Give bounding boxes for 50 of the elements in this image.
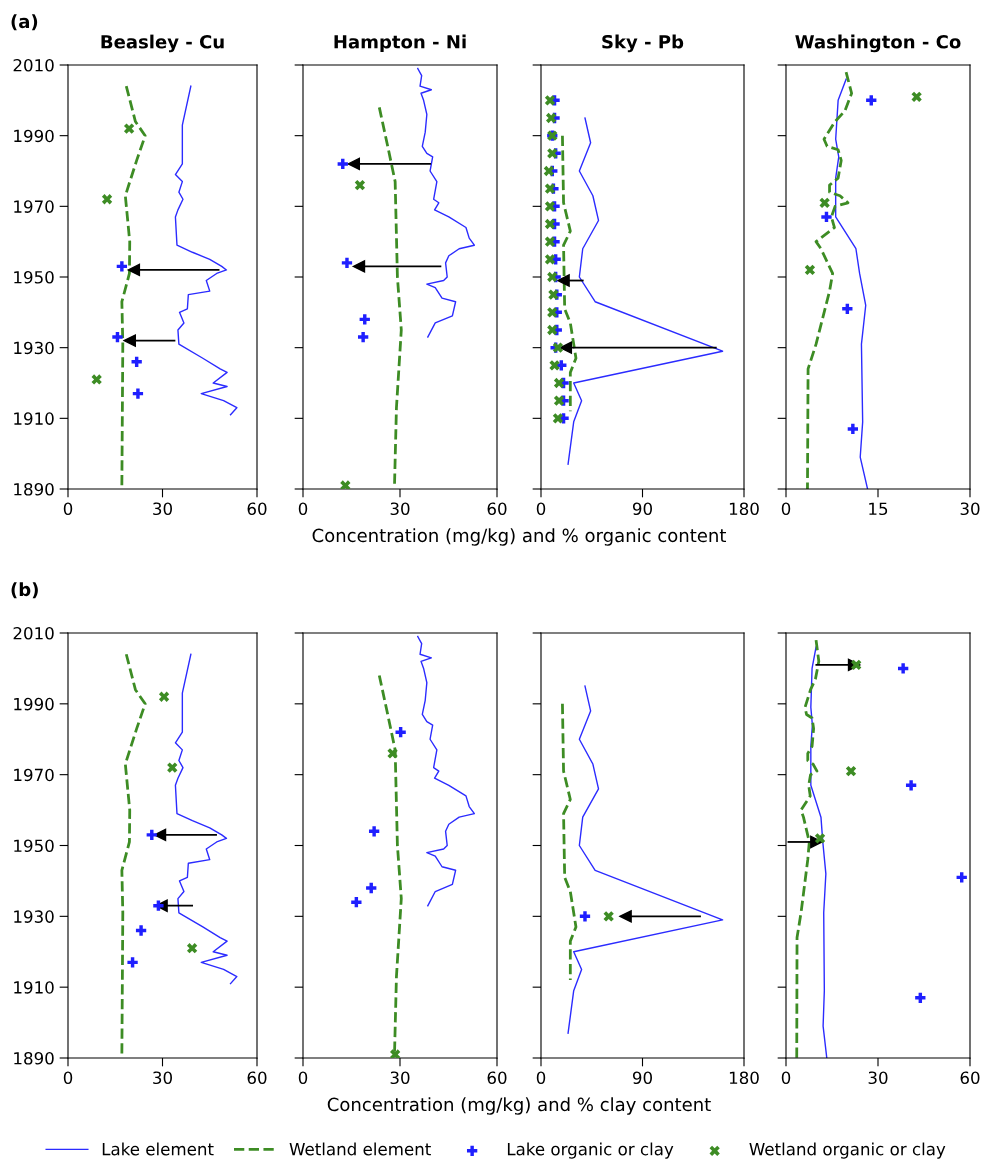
y-tick-label: 1910	[14, 412, 54, 425]
x-tick-label: 90	[632, 1071, 652, 1085]
x-tick-label: 30	[960, 502, 980, 516]
x-tick-label: 180	[729, 1071, 759, 1085]
chart-title: Sky - Pb	[602, 34, 684, 53]
y-tick-label: 1950	[14, 839, 54, 853]
x-tick-label: 0	[298, 502, 308, 516]
y-tick-label: 1930	[14, 910, 54, 923]
x-tick-label: 60	[247, 502, 267, 516]
chart-title: Washington - Co	[795, 34, 961, 53]
y-tick-label: 1890	[14, 482, 54, 496]
x-tick-label: 60	[487, 1071, 507, 1085]
chart-title: Hampton - Ni	[334, 34, 466, 53]
x-tick-label: 60	[487, 502, 507, 516]
chart-title: Beasley - Cu	[101, 34, 224, 53]
text: (b)	[11, 582, 38, 599]
text: (a)	[11, 14, 38, 31]
legend-label: Wetland organic or clay	[749, 1142, 946, 1159]
x-tick-label: 0	[781, 1071, 791, 1085]
x-tick-label: 60	[960, 1071, 980, 1085]
legend-label: Wetland element	[289, 1142, 431, 1156]
x-tick-label: 90	[632, 502, 652, 516]
y-tick-label: 1970	[14, 200, 54, 213]
x-tick-label: 0	[781, 502, 791, 516]
x-tick-label: 180	[729, 502, 759, 516]
y-tick-label: 2010	[13, 58, 54, 72]
y-tick-label: 1950	[14, 270, 54, 284]
x-tick-label: 60	[247, 1071, 267, 1085]
x-tick-label: 0	[298, 1071, 308, 1085]
x-tick-label: 0	[536, 502, 546, 516]
y-tick-label: 1990	[14, 697, 54, 711]
legend-label: Lake element	[102, 1142, 214, 1156]
x-tick-label: 0	[63, 502, 73, 516]
y-tick-label: 1930	[14, 341, 54, 355]
y-tick-label: 1890	[14, 1051, 54, 1065]
x-tick-label: 0	[63, 1071, 73, 1085]
y-tick-label: 1970	[14, 768, 54, 782]
x-tick-label: 30	[153, 502, 172, 516]
y-tick-label: 2010	[13, 626, 54, 640]
x-tick-label: 30	[868, 1071, 888, 1085]
x-tick-label: 15	[869, 502, 888, 516]
x-axis-title: Concentration (mg/kg) and % clay content	[327, 1097, 711, 1115]
y-tick-label: 1910	[14, 981, 54, 994]
legend-label: Lake organic or clay	[507, 1142, 674, 1159]
y-tick-label: 1990	[14, 129, 54, 143]
x-tick-label: 0	[536, 1071, 546, 1085]
x-tick-label: 30	[153, 1071, 172, 1085]
x-axis-title: Concentration (mg/kg) and % organic content	[312, 528, 727, 546]
x-tick-label: 30	[390, 1071, 410, 1085]
x-tick-label: 30	[390, 502, 410, 516]
